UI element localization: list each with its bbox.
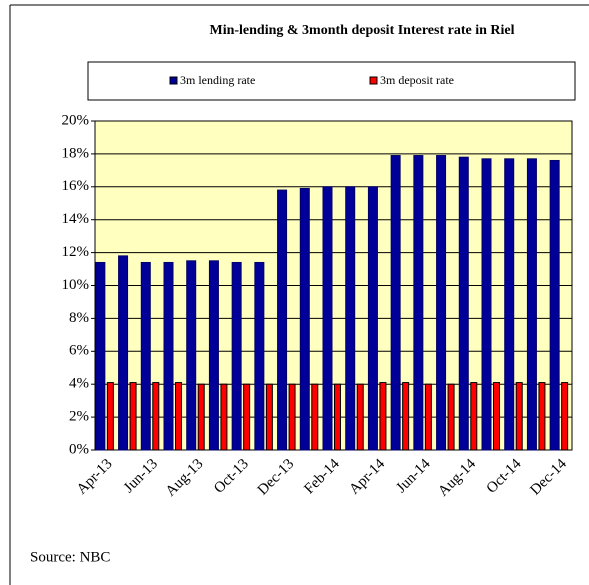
bar bbox=[526, 158, 537, 451]
bar bbox=[106, 382, 114, 451]
y-tick-label: 2% bbox=[69, 409, 89, 425]
y-tick-label: 4% bbox=[69, 376, 89, 392]
bar bbox=[311, 383, 319, 451]
bar bbox=[322, 186, 333, 451]
bar bbox=[470, 382, 478, 451]
bar bbox=[277, 189, 288, 451]
x-tick-label: Apr-13 bbox=[74, 456, 116, 498]
x-tick-label: Jun-14 bbox=[393, 456, 434, 497]
bar bbox=[390, 155, 401, 451]
legend-swatch bbox=[369, 76, 378, 85]
y-tick-label: 6% bbox=[69, 343, 89, 359]
legend-box bbox=[87, 61, 576, 101]
bar bbox=[402, 382, 410, 451]
y-tick-label: 0% bbox=[69, 441, 89, 457]
x-tick-label: Aug-14 bbox=[435, 456, 479, 500]
bar bbox=[197, 383, 205, 451]
y-tick-label: 10% bbox=[62, 277, 90, 293]
bar bbox=[129, 382, 137, 451]
bar bbox=[481, 158, 492, 451]
bar bbox=[493, 382, 500, 451]
bar bbox=[220, 383, 228, 451]
bar bbox=[379, 382, 387, 451]
bar bbox=[163, 261, 174, 451]
legend-label: 3m lending rate bbox=[180, 73, 255, 87]
plot-border bbox=[94, 120, 573, 451]
x-tick-label: Feb-14 bbox=[301, 456, 343, 498]
bar bbox=[140, 261, 151, 451]
bar bbox=[345, 186, 356, 451]
bar bbox=[504, 158, 515, 451]
bar bbox=[561, 382, 569, 451]
y-tick-label: 14% bbox=[62, 211, 90, 227]
bar bbox=[231, 261, 242, 451]
y-tick-label: 18% bbox=[62, 145, 90, 161]
bar bbox=[447, 383, 455, 451]
bar bbox=[254, 261, 265, 451]
x-tick-label: Oct-13 bbox=[211, 456, 252, 497]
chart-title: Min-lending & 3month deposit Interest ra… bbox=[209, 23, 514, 38]
bar bbox=[549, 159, 560, 451]
x-tick-label: Jun-13 bbox=[121, 456, 161, 496]
bar bbox=[243, 383, 251, 451]
bar bbox=[413, 155, 424, 451]
bar bbox=[538, 382, 546, 451]
legend-label: 3m deposit rate bbox=[380, 73, 454, 87]
bar bbox=[265, 383, 273, 451]
bar bbox=[424, 383, 432, 451]
x-tick-label: Aug-13 bbox=[163, 456, 207, 500]
bar bbox=[152, 382, 160, 451]
bar bbox=[356, 383, 364, 451]
bar bbox=[95, 261, 106, 451]
x-tick-label: Dec-13 bbox=[255, 456, 298, 499]
legend-swatch bbox=[169, 76, 178, 85]
source: Source: NBC bbox=[30, 549, 110, 565]
bar bbox=[208, 260, 219, 451]
x-tick-label: Oct-14 bbox=[484, 456, 525, 497]
bar bbox=[186, 260, 197, 451]
bar bbox=[175, 382, 182, 451]
bar bbox=[299, 187, 310, 451]
bar bbox=[288, 383, 296, 451]
bar bbox=[436, 155, 447, 451]
y-tick-label: 16% bbox=[62, 178, 90, 194]
y-tick-label: 12% bbox=[62, 244, 90, 260]
bar bbox=[367, 186, 378, 451]
y-tick-label: 8% bbox=[69, 310, 89, 326]
bar bbox=[458, 156, 469, 451]
y-tick-label: 20% bbox=[62, 112, 90, 128]
x-tick-label: Apr-14 bbox=[346, 456, 388, 498]
bar bbox=[334, 383, 341, 451]
bar bbox=[118, 255, 129, 451]
x-tick-label: Dec-14 bbox=[527, 456, 570, 499]
bar bbox=[515, 382, 523, 451]
